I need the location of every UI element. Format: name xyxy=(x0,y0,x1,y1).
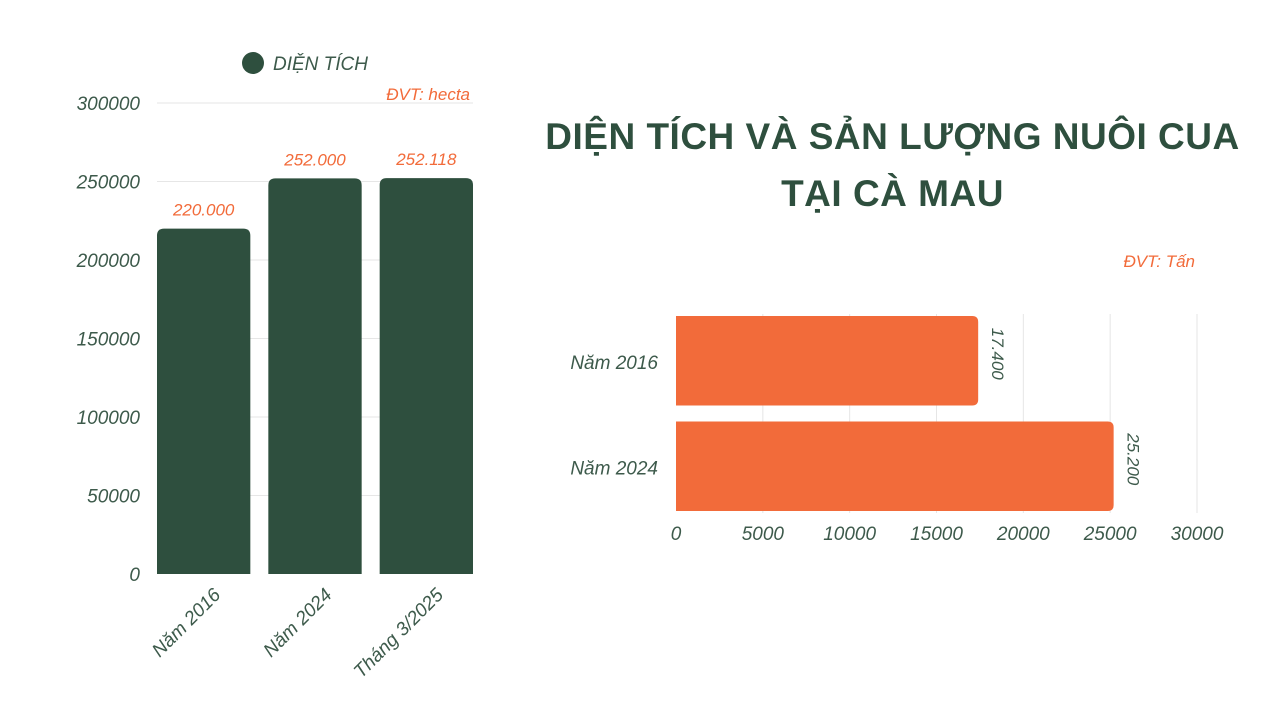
unit-note-area: ĐVT: hecta xyxy=(386,85,470,104)
y-tick-label: Năm 2024 xyxy=(570,458,658,479)
bar-data-label: 252.118 xyxy=(395,150,457,169)
y-tick-label: 250000 xyxy=(76,173,141,194)
x-tick-label: 10000 xyxy=(823,524,876,545)
bar xyxy=(268,178,362,575)
y-tick-label: 150000 xyxy=(77,330,141,351)
bar-data-label: 17.400 xyxy=(988,328,1007,381)
legend-label: DIỆN TÍCH xyxy=(273,53,368,75)
title-line-2: TẠI CÀ MAU xyxy=(781,173,1004,214)
x-tick-label: 30000 xyxy=(1171,524,1224,545)
x-tick-label: 25000 xyxy=(1083,524,1137,545)
bar-data-label: 252.000 xyxy=(283,150,346,169)
page-title: DIỆN TÍCH VÀ SẢN LƯỢNG NUÔI CUA TẠI CÀ M… xyxy=(540,108,1245,222)
x-tick-label: 5000 xyxy=(742,524,785,545)
x-tick-label: 0 xyxy=(671,524,682,545)
bar xyxy=(676,316,979,406)
x-tick-label: 20000 xyxy=(996,524,1050,545)
y-tick-label: Năm 2016 xyxy=(570,353,658,374)
bar xyxy=(379,178,473,574)
bar xyxy=(157,228,251,574)
y-tick-label: 50000 xyxy=(87,487,140,508)
bar-data-label: 220.000 xyxy=(172,201,235,220)
bar xyxy=(676,421,1114,511)
title-line-1: DIỆN TÍCH VÀ SẢN LƯỢNG NUÔI CUA xyxy=(545,116,1240,157)
y-tick-label: 100000 xyxy=(77,408,141,429)
legend-marker xyxy=(242,52,264,74)
x-tick-label: 15000 xyxy=(910,524,963,545)
y-tick-label: 0 xyxy=(129,565,140,586)
y-tick-label: 300000 xyxy=(77,94,141,115)
bar-data-label: 25.200 xyxy=(1124,432,1143,486)
y-tick-label: 200000 xyxy=(76,251,141,272)
unit-note-yield: ĐVT: Tấn xyxy=(1124,252,1195,271)
